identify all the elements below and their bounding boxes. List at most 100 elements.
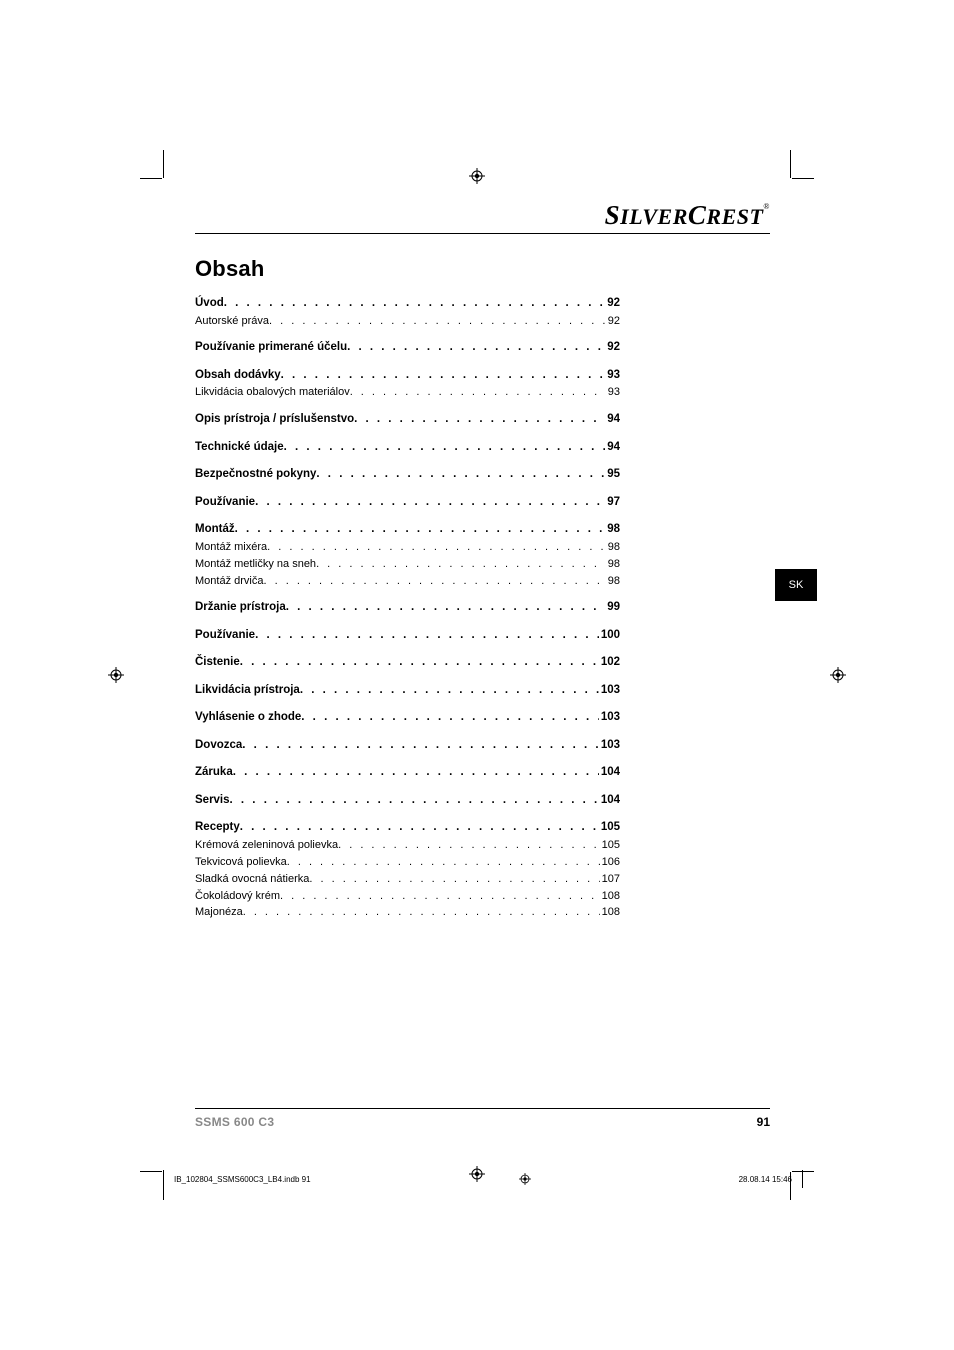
toc-leader-dots [224,296,605,312]
toc-leader-dots [255,495,605,511]
toc-label: Servis [195,793,230,809]
toc-page-number: 92 [605,340,620,356]
toc-sub-row: Montáž mixéra 98 [195,540,620,555]
toc-label: Používanie [195,495,255,511]
toc-section-row: Čistenie102 [195,655,620,671]
toc-page-number: 103 [599,710,620,726]
toc-page-number: 103 [599,738,620,754]
footer-model: SSMS 600 C3 [195,1115,274,1129]
toc-section-row: Recepty105 [195,820,620,836]
toc-leader-dots [301,710,599,726]
registration-mark-icon [108,667,124,683]
toc-leader-dots [338,838,600,853]
toc-leader-dots [316,467,605,483]
content-area: SILVERCREST® Obsah Úvod92Autorské práva9… [195,200,770,922]
brand-rule [195,233,770,234]
toc-page-number: 100 [599,628,620,644]
toc-page-number: 108 [600,889,620,904]
crop-mark [790,150,791,178]
toc-section-row: Vyhlásenie o zhode 103 [195,710,620,726]
toc-label: Záruka [195,765,233,781]
toc-page-number: 94 [605,440,620,456]
toc-page-number: 98 [606,540,620,555]
toc-label: Používanie primerané účelu [195,340,347,356]
page-title: Obsah [195,256,770,282]
toc-page-number: 98 [605,522,620,538]
toc-page-number: 98 [606,574,620,589]
toc-leader-dots [347,340,605,356]
toc-label: Autorské práva [195,314,269,329]
toc-page-number: 103 [599,683,620,699]
toc-leader-dots [354,412,605,428]
toc-leader-dots [230,793,599,809]
brand-text: SILVERCREST® [605,200,770,230]
toc-section-row: Technické údaje 94 [195,440,620,456]
language-tab: SK [775,569,817,601]
toc-page-number: 104 [599,765,620,781]
crop-mark [163,150,164,178]
toc-section-row: Obsah dodávky93 [195,368,620,384]
toc-section-row: Opis prístroja / príslušenstvo94 [195,412,620,428]
language-code: SK [789,579,804,591]
toc-label: Bezpečnostné pokyny [195,467,316,483]
toc-section-row: Držanie prístroja 99 [195,600,620,616]
toc-leader-dots [316,557,606,572]
toc-section-row: Záruka 104 [195,765,620,781]
toc-leader-dots [284,440,606,456]
toc-section-row: Úvod92 [195,296,620,312]
toc-leader-dots [242,738,599,754]
toc-page-number: 95 [605,467,620,483]
toc-label: Dovozca [195,738,242,754]
toc-label: Držanie prístroja [195,600,286,616]
toc-leader-dots [255,628,599,644]
toc-leader-dots [240,820,599,836]
table-of-contents: Úvod92Autorské práva92Používanie primera… [195,296,620,920]
toc-leader-dots [235,522,606,538]
imprint-date: 28.08.14 15:46 [739,1170,803,1188]
toc-section-row: Servis 104 [195,793,620,809]
toc-page-number: 105 [600,838,620,853]
registration-mark-icon [469,168,485,184]
toc-label: Recepty [195,820,240,836]
toc-label: Likvidácia obalových materiálov [195,385,350,400]
toc-label: Tekvicová polievka [195,855,287,870]
footer-page-number: 91 [757,1115,770,1129]
toc-leader-dots [281,368,606,384]
toc-section-row: Likvidácia prístroja 103 [195,683,620,699]
toc-label: Montáž drviča [195,574,263,589]
toc-label: Vyhlásenie o zhode [195,710,301,726]
toc-sub-row: Sladká ovocná nátierka107 [195,872,620,887]
toc-page-number: 98 [606,557,620,572]
page: SILVERCREST® Obsah Úvod92Autorské práva9… [0,0,954,1350]
toc-label: Montáž metličky na sneh [195,557,316,572]
toc-section-row: Používanie97 [195,495,620,511]
toc-page-number: 99 [605,600,620,616]
toc-sub-row: Čokoládový krém108 [195,889,620,904]
toc-sub-row: Krémová zeleninová polievka105 [195,838,620,853]
toc-leader-dots [287,855,600,870]
toc-section-row: Montáž98 [195,522,620,538]
toc-sub-row: Autorské práva92 [195,314,620,329]
crop-mark [140,178,162,179]
toc-page-number: 108 [600,905,620,920]
registration-mark-icon [519,1173,531,1185]
toc-leader-dots [300,683,599,699]
toc-label: Technické údaje [195,440,284,456]
toc-leader-dots [240,655,599,671]
toc-page-number: 93 [606,385,620,400]
toc-page-number: 93 [605,368,620,384]
toc-page-number: 102 [599,655,620,671]
toc-page-number: 104 [599,793,620,809]
toc-page-number: 106 [600,855,620,870]
toc-label: Likvidácia prístroja [195,683,300,699]
toc-leader-dots [243,905,600,920]
toc-label: Montáž mixéra [195,540,267,555]
toc-sub-row: Montáž drviča 98 [195,574,620,589]
toc-leader-dots [350,385,606,400]
registration-mark-icon [830,667,846,683]
toc-section-row: Bezpečnostné pokyny 95 [195,467,620,483]
toc-sub-row: Montáž metličky na sneh 98 [195,557,620,572]
toc-sub-row: Tekvicová polievka 106 [195,855,620,870]
toc-page-number: 107 [600,872,620,887]
toc-leader-dots [286,600,605,616]
